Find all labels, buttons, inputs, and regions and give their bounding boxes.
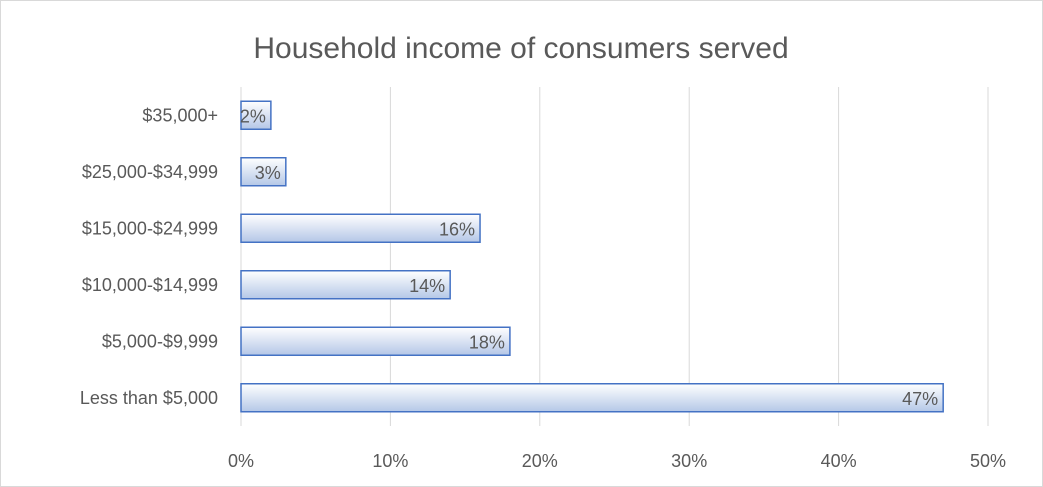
bar (240, 326, 511, 356)
data-label: 2% (240, 106, 266, 126)
data-label: 47% (902, 389, 938, 409)
x-axis-ticks: 0% 10% 20% 30% 40% 50% (228, 451, 1006, 471)
data-labels: 2% 3% 16% 14% 18% 47% (240, 106, 938, 409)
bar (240, 213, 481, 243)
x-tick-label: 0% (228, 451, 254, 471)
data-label: 16% (439, 219, 475, 239)
category-label: $25,000-$34,999 (82, 162, 218, 182)
bar (240, 157, 287, 187)
category-label: $15,000-$24,999 (82, 218, 218, 238)
category-label: $10,000-$14,999 (82, 275, 218, 295)
bar (240, 383, 944, 413)
category-label: Less than $5,000 (80, 388, 218, 408)
x-tick-label: 30% (671, 451, 707, 471)
bars (240, 100, 944, 413)
x-tick-label: 40% (821, 451, 857, 471)
bar (240, 270, 451, 300)
x-tick-label: 10% (372, 451, 408, 471)
x-tick-label: 50% (970, 451, 1006, 471)
category-labels: $35,000+ $25,000-$34,999 $15,000-$24,999 $1… (80, 105, 218, 408)
data-label: 18% (469, 332, 505, 352)
chart-title: Household income of consumers served (253, 32, 788, 65)
x-tick-label: 20% (522, 451, 558, 471)
data-label: 14% (409, 276, 445, 296)
bar (240, 100, 272, 130)
category-label: $5,000-$9,999 (102, 331, 218, 351)
category-label: $35,000+ (142, 105, 218, 125)
data-label: 3% (255, 163, 281, 183)
gridlines (240, 87, 989, 426)
